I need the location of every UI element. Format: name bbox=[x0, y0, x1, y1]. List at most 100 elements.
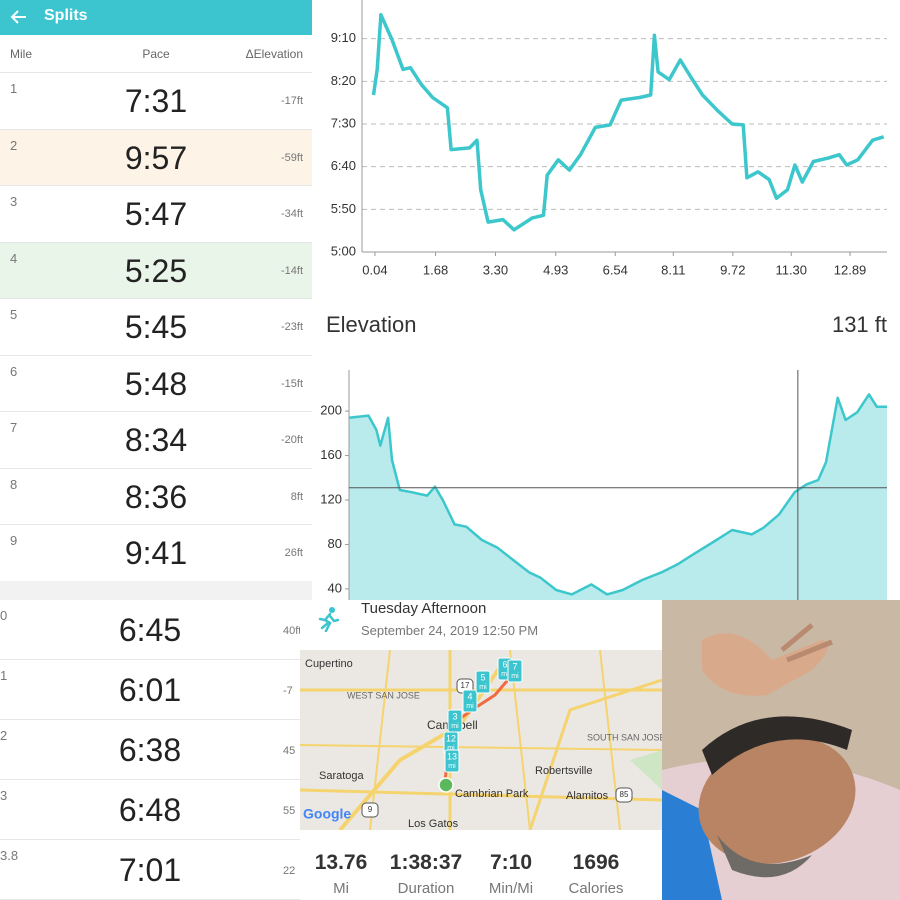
elevation-change: 22 bbox=[283, 865, 296, 877]
chart-title: Elevation bbox=[326, 312, 417, 337]
stat-value: 1:38:37 bbox=[389, 851, 463, 874]
y-tick-label: 200 bbox=[320, 403, 342, 418]
mile-label: 6 bbox=[10, 363, 18, 379]
pace-value: 8:34 bbox=[124, 422, 188, 458]
split-row: 1 6:01 -7 bbox=[0, 660, 300, 720]
mile-marker-number: 7 bbox=[512, 661, 517, 671]
y-tick-label: 6:40 bbox=[331, 158, 356, 173]
pace-value: 9:41 bbox=[124, 535, 188, 571]
x-tick-label: 1.68 bbox=[423, 262, 448, 277]
column-header: Mile bbox=[10, 47, 33, 61]
pace-value: 8:36 bbox=[124, 478, 188, 515]
split-row: 2 9:57 -59ft bbox=[0, 129, 312, 186]
x-tick-label: 9.72 bbox=[720, 262, 745, 277]
x-tick-label: 6.54 bbox=[603, 262, 628, 277]
road bbox=[369, 650, 391, 830]
mile-label: 4 bbox=[10, 250, 18, 266]
map-label: Cambrian Park bbox=[455, 788, 529, 800]
y-tick-label: 10:00 bbox=[323, 0, 356, 2]
mile-marker-unit: mi bbox=[466, 703, 474, 710]
elevation-line bbox=[348, 393, 887, 596]
green-area bbox=[630, 750, 662, 790]
elevation-chart: Elevation 131 ft 40 80 120 160 200 bbox=[320, 312, 887, 600]
mile-marker-number: 12 bbox=[446, 733, 456, 743]
activity-title: Tuesday Afternoon bbox=[361, 600, 487, 617]
mile-label: 3 bbox=[10, 194, 18, 209]
pace-value: 5:48 bbox=[124, 365, 188, 402]
y-tick-label: 120 bbox=[320, 491, 342, 506]
map-label: Los Gatos bbox=[408, 818, 459, 830]
elevation-change: -7 bbox=[283, 685, 293, 697]
header-title: Splits bbox=[44, 7, 88, 24]
column-header: Pace bbox=[142, 47, 170, 61]
stat-value: 7:10 bbox=[489, 851, 533, 874]
activity-date: September 24, 2019 12:50 PM bbox=[361, 623, 539, 638]
elevation-change: -15ft bbox=[280, 377, 303, 390]
pace-value: 7:31 bbox=[124, 83, 188, 119]
elevation-change: -14ft bbox=[280, 264, 303, 277]
mile-marker bbox=[444, 749, 460, 773]
pace-value: 5:45 bbox=[124, 309, 188, 345]
mile-label: 0 bbox=[0, 608, 8, 623]
photo bbox=[662, 600, 900, 900]
elevation-change: 45 bbox=[283, 745, 296, 757]
mile-label: 1 bbox=[10, 81, 18, 96]
divider bbox=[0, 72, 312, 73]
split-row: 0 6:45 40ft bbox=[0, 600, 300, 660]
y-tick-label: 40 bbox=[328, 580, 342, 595]
mile-marker-number: 13 bbox=[447, 751, 457, 761]
x-tick-label: 3.30 bbox=[483, 262, 508, 277]
mile-marker-unit: mi bbox=[447, 745, 455, 752]
split-row: 5 5:45 -23ft bbox=[0, 299, 312, 356]
mile-marker-number: 6 bbox=[502, 659, 507, 669]
route-number: 17 bbox=[461, 681, 470, 690]
stat-value: 1696 bbox=[572, 851, 620, 874]
split-row: 8 8:36 8ft bbox=[0, 468, 312, 525]
route-shield bbox=[615, 787, 633, 803]
y-tick-label: 160 bbox=[320, 447, 342, 462]
split-row: 3.8 7:01 22 bbox=[0, 840, 300, 900]
pace-value: 5:25 bbox=[124, 252, 188, 289]
split-row: 4 5:25 -14ft bbox=[0, 242, 312, 299]
elevation-change: -20ft bbox=[280, 434, 303, 446]
separator bbox=[0, 581, 312, 600]
stat-label: Calories bbox=[568, 880, 624, 897]
map-logo: Google bbox=[303, 806, 351, 822]
map-label: Cupertino bbox=[305, 658, 353, 670]
road bbox=[300, 788, 662, 802]
x-tick-label: 12.89 bbox=[834, 262, 867, 277]
mile-marker-unit: mi bbox=[479, 684, 487, 691]
y-tick-label: 80 bbox=[328, 536, 342, 551]
back-arrow[interactable] bbox=[10, 8, 28, 26]
y-tick-label: 5:00 bbox=[331, 243, 356, 258]
elevation-change: -23ft bbox=[280, 321, 303, 333]
x-tick-label: 11.30 bbox=[775, 262, 807, 277]
map-label: Alamitos bbox=[566, 790, 609, 802]
pace-value: 6:38 bbox=[118, 732, 182, 768]
x-tick-label: 4.93 bbox=[543, 262, 568, 277]
splits-panel-continued: 0 6:45 40ft 1 6:01 -7 2 6:38 45 3 6:48 55 3.8 7:01 22 bbox=[0, 600, 300, 900]
split-row: 3 6:48 55 bbox=[0, 780, 300, 840]
split-row: 7 8:34 -20ft bbox=[0, 412, 312, 469]
stat-label: Duration bbox=[397, 880, 455, 897]
pace-value: 5:47 bbox=[124, 196, 188, 232]
mile-marker-unit: mi bbox=[501, 671, 509, 678]
y-tick-label: 9:10 bbox=[331, 30, 356, 45]
road bbox=[300, 744, 662, 751]
mile-label: 3 bbox=[0, 788, 8, 803]
stat-label: Min/Mi bbox=[488, 880, 534, 897]
split-row: 9 9:41 26ft bbox=[0, 525, 312, 582]
map-label: Robertsville bbox=[535, 765, 592, 777]
elevation-change: -34ft bbox=[280, 208, 303, 220]
y-tick-label: 5:50 bbox=[331, 201, 356, 216]
mile-marker-unit: mi bbox=[451, 723, 459, 730]
mile-label: 8 bbox=[10, 476, 18, 492]
activity-card: Tuesday Afternoon September 24, 2019 12:… bbox=[300, 600, 662, 900]
elevation-change: 55 bbox=[283, 805, 296, 817]
y-tick-label: 7:30 bbox=[331, 115, 356, 130]
splits-panel: Splits Mile Pace ΔElevation 1 7:31 -17ft 2 9… bbox=[0, 0, 312, 600]
mile-marker-unit: mi bbox=[448, 763, 456, 770]
elevation-change: -59ft bbox=[280, 151, 303, 164]
